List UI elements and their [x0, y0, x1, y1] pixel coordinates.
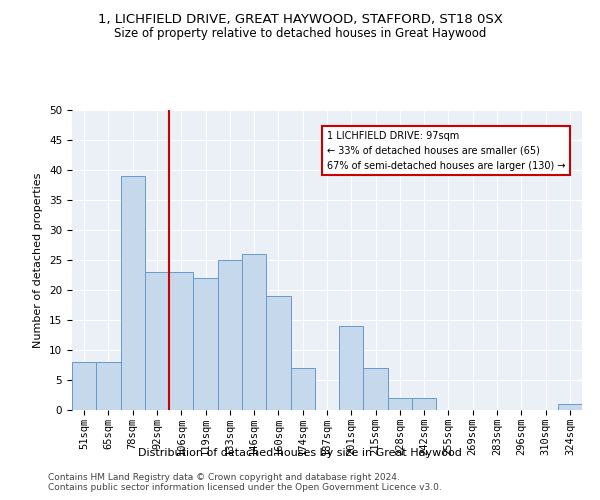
Bar: [266, 296, 290, 410]
Bar: [96, 362, 121, 410]
Bar: [145, 272, 169, 410]
Bar: [169, 272, 193, 410]
Text: Size of property relative to detached houses in Great Haywood: Size of property relative to detached ho…: [114, 28, 486, 40]
Bar: [218, 260, 242, 410]
Bar: [121, 176, 145, 410]
Bar: [364, 368, 388, 410]
Text: Contains HM Land Registry data © Crown copyright and database right 2024.: Contains HM Land Registry data © Crown c…: [48, 474, 400, 482]
Bar: [388, 398, 412, 410]
Bar: [72, 362, 96, 410]
Y-axis label: Number of detached properties: Number of detached properties: [34, 172, 43, 348]
Text: 1, LICHFIELD DRIVE, GREAT HAYWOOD, STAFFORD, ST18 0SX: 1, LICHFIELD DRIVE, GREAT HAYWOOD, STAFF…: [98, 12, 502, 26]
Bar: [412, 398, 436, 410]
Bar: [290, 368, 315, 410]
Bar: [339, 326, 364, 410]
Bar: [558, 404, 582, 410]
Text: Contains public sector information licensed under the Open Government Licence v3: Contains public sector information licen…: [48, 484, 442, 492]
Bar: [242, 254, 266, 410]
Text: 1 LICHFIELD DRIVE: 97sqm
← 33% of detached houses are smaller (65)
67% of semi-d: 1 LICHFIELD DRIVE: 97sqm ← 33% of detach…: [327, 131, 566, 170]
Text: Distribution of detached houses by size in Great Haywood: Distribution of detached houses by size …: [138, 448, 462, 458]
Bar: [193, 278, 218, 410]
